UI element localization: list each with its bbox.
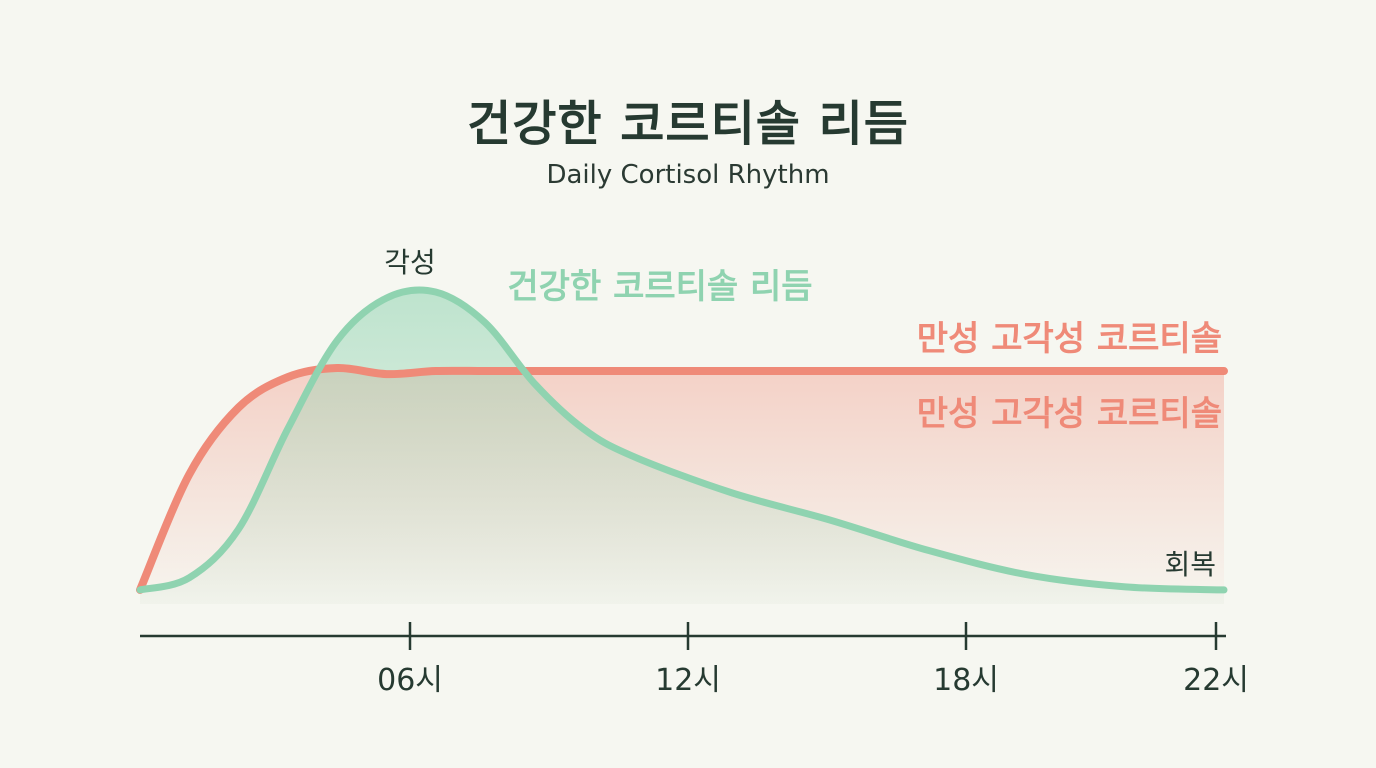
healthy-line bbox=[136, 286, 1228, 594]
x-tick-label: 06시 bbox=[377, 663, 443, 698]
chronic-series-label-bottom: 만성 고각성 코르티솔 bbox=[917, 394, 1222, 434]
x-axis-ticks: 06시 12시 18시 22시 bbox=[377, 622, 1249, 698]
healthy-area bbox=[140, 289, 1224, 604]
x-tick-label: 18시 bbox=[933, 663, 999, 698]
healthy-series-label: 건강한 코르티솔 리듬 bbox=[507, 267, 812, 307]
chronic-line bbox=[136, 363, 1228, 594]
recovery-annotation: 회복 bbox=[1164, 548, 1216, 581]
x-tick-label: 12시 bbox=[655, 663, 721, 698]
chart-subtitle: Daily Cortisol Rhythm bbox=[546, 160, 830, 190]
peak-annotation: 각성 bbox=[384, 246, 436, 279]
chart-title: 건강한 코르티솔 리듬 bbox=[467, 96, 909, 152]
chronic-series-label-top: 만성 고각성 코르티솔 bbox=[917, 319, 1222, 359]
x-tick-label: 22시 bbox=[1183, 663, 1249, 698]
